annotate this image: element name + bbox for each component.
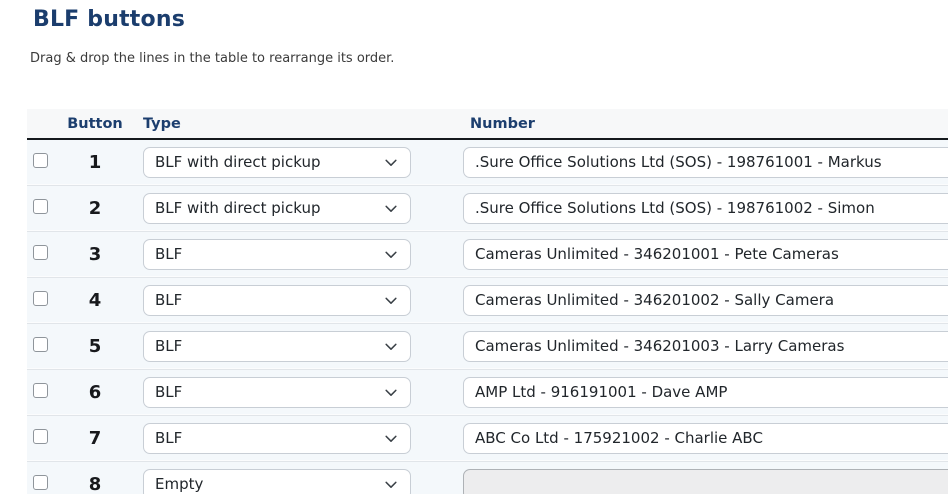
type-select[interactable]: BLF with direct pickup (143, 192, 411, 224)
table-header-row: Button Type Number (27, 109, 948, 140)
table-body: 1 BLF with direct pickup .Sure Office So… (27, 140, 948, 494)
number-select[interactable]: .Sure Office Solutions Ltd (SOS) - 19876… (463, 146, 948, 178)
chevron-down-icon (384, 294, 398, 308)
type-select-value: BLF (155, 383, 183, 401)
chevron-down-icon (384, 386, 398, 400)
type-select[interactable]: BLF (143, 330, 411, 362)
table-row[interactable]: 1 BLF with direct pickup .Sure Office So… (27, 140, 948, 186)
button-number: 6 (88, 381, 102, 403)
number-select-value: Cameras Unlimited - 346201001 - Pete Cam… (475, 245, 839, 263)
type-select-value: BLF with direct pickup (155, 199, 321, 217)
type-select[interactable]: BLF with direct pickup (143, 146, 411, 178)
number-select[interactable]: Cameras Unlimited - 346201001 - Pete Cam… (463, 238, 948, 270)
row-checkbox[interactable] (33, 244, 48, 260)
type-select-value: BLF with direct pickup (155, 153, 321, 171)
type-select[interactable]: BLF (143, 422, 411, 454)
chevron-down-icon (384, 248, 398, 262)
type-select-value: BLF (155, 337, 183, 355)
table-row[interactable]: 4 BLF Cameras Unlimited - 346201002 - Sa… (27, 278, 948, 324)
column-header-button: Button (67, 115, 123, 132)
row-checkbox[interactable] (33, 428, 48, 444)
blf-buttons-table: Button Type Number 1 BLF with direct pic… (27, 109, 948, 494)
number-select-value: AMP Ltd - 916191001 - Dave AMP (475, 383, 728, 401)
button-number: 7 (88, 427, 102, 449)
button-number: 8 (88, 473, 102, 494)
chevron-down-icon (384, 478, 398, 492)
row-checkbox[interactable] (33, 290, 48, 306)
chevron-down-icon (384, 156, 398, 170)
number-select[interactable]: Cameras Unlimited - 346201002 - Sally Ca… (463, 284, 948, 316)
row-checkbox[interactable] (33, 336, 48, 352)
number-select[interactable]: ABC Co Ltd - 175921002 - Charlie ABC (463, 422, 948, 454)
chevron-down-icon (384, 340, 398, 354)
row-checkbox[interactable] (33, 382, 48, 398)
number-select[interactable]: .Sure Office Solutions Ltd (SOS) - 19876… (463, 192, 948, 224)
page-title: BLF buttons (33, 7, 185, 32)
number-select (463, 468, 948, 494)
type-select-value: Empty (155, 475, 204, 493)
row-checkbox[interactable] (33, 198, 48, 214)
button-number: 1 (88, 151, 102, 173)
number-select-value: ABC Co Ltd - 175921002 - Charlie ABC (475, 429, 763, 447)
table-row[interactable]: 2 BLF with direct pickup .Sure Office So… (27, 186, 948, 232)
button-number: 4 (88, 289, 102, 311)
number-select-value: Cameras Unlimited - 346201003 - Larry Ca… (475, 337, 845, 355)
table-row[interactable]: 3 BLF Cameras Unlimited - 346201001 - Pe… (27, 232, 948, 278)
type-select[interactable]: BLF (143, 238, 411, 270)
table-row[interactable]: 7 BLF ABC Co Ltd - 175921002 - Charlie A… (27, 416, 948, 462)
number-select[interactable]: AMP Ltd - 916191001 - Dave AMP (463, 376, 948, 408)
type-select[interactable]: BLF (143, 376, 411, 408)
chevron-down-icon (384, 202, 398, 216)
number-select-value: .Sure Office Solutions Ltd (SOS) - 19876… (475, 153, 882, 171)
chevron-down-icon (384, 432, 398, 446)
table-row[interactable]: 8 Empty (27, 462, 948, 494)
type-select-value: BLF (155, 291, 183, 309)
type-select[interactable]: Empty (143, 468, 411, 494)
table-row[interactable]: 5 BLF Cameras Unlimited - 346201003 - La… (27, 324, 948, 370)
row-checkbox[interactable] (33, 152, 48, 168)
column-header-number: Number (470, 115, 535, 132)
column-header-type: Type (143, 115, 181, 132)
type-select-value: BLF (155, 429, 183, 447)
button-number: 2 (88, 197, 102, 219)
button-number: 5 (88, 335, 102, 357)
number-select[interactable]: Cameras Unlimited - 346201003 - Larry Ca… (463, 330, 948, 362)
button-number: 3 (88, 243, 102, 265)
number-select-value: .Sure Office Solutions Ltd (SOS) - 19876… (475, 199, 875, 217)
number-select-value: Cameras Unlimited - 346201002 - Sally Ca… (475, 291, 835, 309)
type-select-value: BLF (155, 245, 183, 263)
page-subtitle: Drag & drop the lines in the table to re… (30, 51, 395, 66)
table-row[interactable]: 6 BLF AMP Ltd - 916191001 - Dave AMP (27, 370, 948, 416)
row-checkbox[interactable] (33, 474, 48, 490)
type-select[interactable]: BLF (143, 284, 411, 316)
